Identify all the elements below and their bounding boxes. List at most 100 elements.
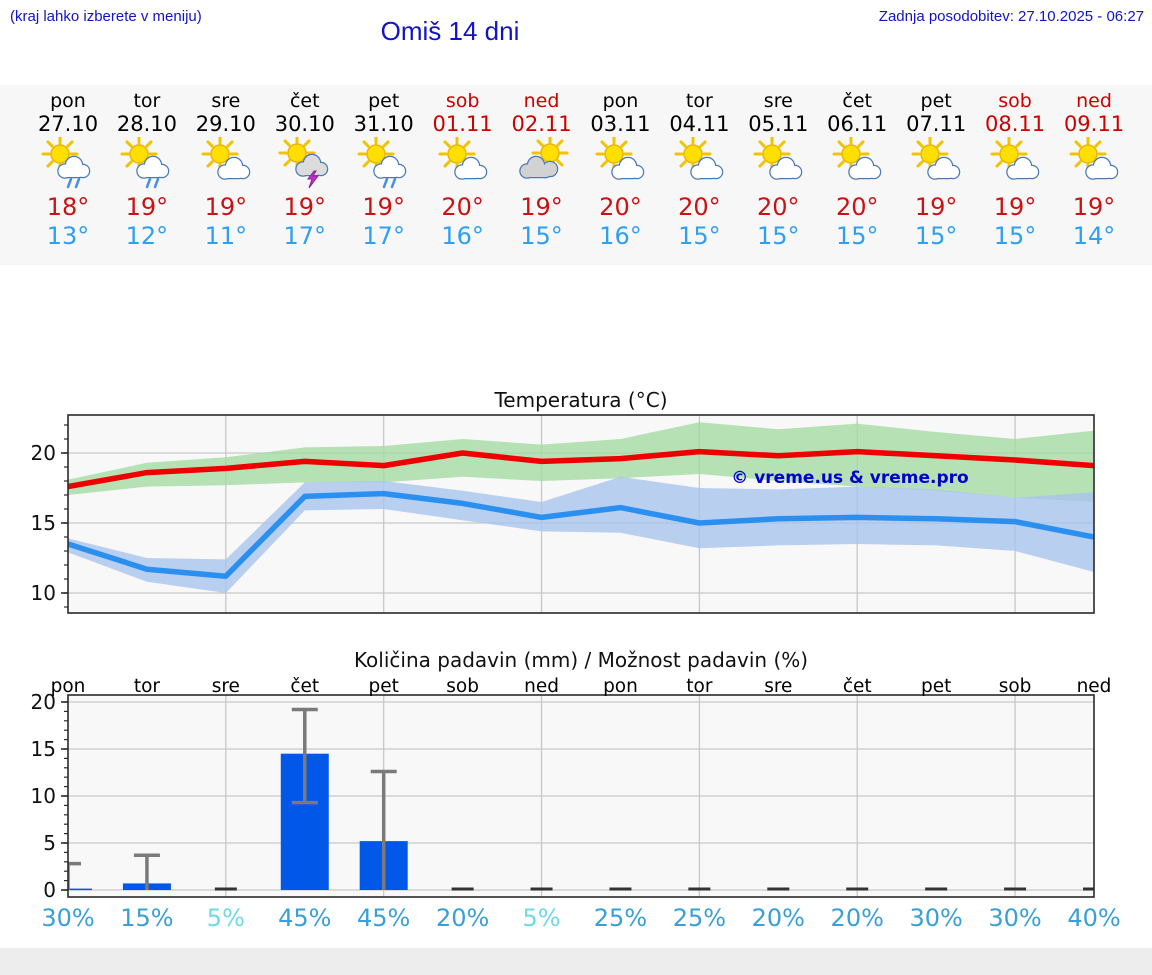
day-name-label: sob [998, 90, 1032, 112]
copyright-link[interactable]: © vreme.us & vreme.pro [731, 468, 969, 488]
max-temperature-value: 20° [441, 193, 484, 221]
page-title: Omiš 14 dni [380, 16, 520, 46]
precip-day-label: sre [764, 676, 792, 697]
precipitation-chart-title: Količina padavin (mm) / Možnost padavin … [353, 648, 809, 672]
day-cell: čet 30.10 19° 17° [265, 85, 344, 265]
sun-cloud-icon [433, 135, 493, 197]
day-date-label: 03.11 [590, 112, 651, 136]
sun-cloud-icon [906, 135, 966, 197]
min-temperature-value: 17° [362, 222, 405, 250]
min-temperature-value: 16° [599, 222, 642, 250]
precip-day-label: pet [368, 676, 398, 697]
sun-storm-cloud-icon [275, 134, 335, 197]
temperature-chart-title: Temperatura (°C) [494, 388, 668, 412]
precip-probability-label: 40% [1067, 904, 1120, 932]
precip-probability-label: 25% [673, 904, 726, 932]
day-date-label: 06.11 [827, 112, 888, 136]
sun-cloud-icon [748, 135, 808, 197]
precip-probability-label: 20% [752, 904, 805, 932]
precip-error-bar [133, 853, 160, 890]
max-temperature-value: 19° [283, 193, 327, 221]
day-name-label: ned [523, 90, 560, 112]
location-menu-hint: (kraj lahko izberete v meniju) [10, 8, 202, 25]
precip-day-label: sob [999, 676, 1032, 697]
day-name-label: ned [1076, 90, 1112, 112]
max-temperature-value: 19° [204, 193, 248, 221]
day-cell: tor 04.11 20° 15° [660, 85, 739, 265]
max-temperature-value: 20° [757, 193, 800, 221]
day-date-label: 04.11 [669, 112, 730, 136]
min-temperature-line [68, 490, 1094, 579]
precip-zero-dash [451, 887, 474, 891]
precip-day-label: ned [1077, 676, 1112, 697]
sun-cloud-icon [590, 135, 650, 197]
day-name-label: tor [685, 90, 713, 112]
precip-zero-dash [530, 887, 553, 891]
min-temperature-value: 17° [283, 222, 327, 250]
precip-day-label: pon [51, 676, 86, 697]
cloud-sun-icon [512, 134, 572, 197]
precip-error-bar [370, 769, 397, 890]
day-date-label: 05.11 [748, 112, 809, 136]
precip-zero-dash [214, 887, 237, 891]
sun-rain-cloud-icon [354, 135, 414, 197]
min-temperature-value: 15° [914, 222, 958, 250]
precip-zero-dash [1083, 887, 1094, 891]
precip-probability-label: 30% [909, 904, 962, 932]
day-name-label: pet [920, 90, 952, 112]
sun-cloud-icon [985, 135, 1045, 197]
day-cell: pon 03.11 20° 16° [581, 85, 660, 265]
max-temperature-value: 19° [993, 193, 1037, 221]
day-name-label: pet [368, 90, 400, 112]
sun-cloud-icon [669, 135, 729, 197]
precip-day-label: sob [446, 676, 479, 697]
last-update-label: Zadnja posodobitev: 27.10.2025 - 06:27 [878, 8, 1144, 25]
precip-zero-dash [688, 887, 711, 891]
day-cell: ned 09.11 19° 14° [1055, 85, 1134, 265]
precip-probability-label: 5% [207, 904, 245, 932]
day-date-label: 01.11 [432, 112, 493, 136]
min-temperature-value: 16° [441, 222, 484, 250]
precip-probability-label: 15% [120, 904, 173, 932]
precip-day-label: pet [921, 676, 951, 697]
max-temperature-value: 19° [1072, 193, 1116, 221]
y-tick-label: 15 [31, 737, 56, 761]
max-temperature-line [68, 448, 1094, 490]
max-temperature-value: 19° [362, 193, 405, 221]
day-date-label: 07.11 [906, 112, 967, 136]
day-date-label: 29.10 [195, 112, 256, 136]
precip-error-bar [68, 861, 81, 890]
day-cell: čet 06.11 20° 15° [818, 85, 897, 265]
max-temperature-value: 19° [520, 193, 563, 221]
sun-cloud-icon [1064, 135, 1124, 197]
precip-day-label: sre [212, 676, 240, 697]
precip-probability-label: 45% [357, 904, 410, 932]
day-cell: pet 31.10 19° 17° [344, 85, 423, 265]
precip-probability-label: 30% [41, 904, 94, 932]
day-cell: ned 02.11 19° 15° [502, 85, 581, 265]
precip-probability-label: 45% [278, 904, 331, 932]
day-name-label: pon [602, 90, 639, 112]
day-date-label: 09.11 [1063, 112, 1125, 136]
precip-zero-dash [767, 887, 790, 891]
min-temperature-value: 15° [757, 222, 800, 250]
y-tick-label: 15 [31, 511, 56, 535]
temperature-chart: 10 15 20 [31, 414, 1095, 614]
day-cell: pon 27.10 18° 13° [29, 85, 108, 265]
max-temperature-value: 20° [678, 193, 721, 221]
precip-probability-label: 20% [831, 904, 884, 932]
day-name-label: sre [763, 90, 793, 112]
precip-bar [68, 888, 92, 891]
precip-probability-label: 20% [436, 904, 489, 932]
day-name-label: tor [133, 90, 161, 112]
day-cell: tor 28.10 19° 12° [107, 85, 186, 265]
y-tick-label: 10 [31, 581, 56, 605]
precip-zero-dash [1004, 887, 1027, 891]
day-date-label: 27.10 [37, 112, 99, 136]
day-date-label: 08.11 [985, 112, 1046, 136]
precip-day-label: tor [134, 676, 161, 697]
day-cell: sre 29.10 19° 11° [186, 85, 265, 265]
precip-probability-label: 30% [988, 904, 1041, 932]
